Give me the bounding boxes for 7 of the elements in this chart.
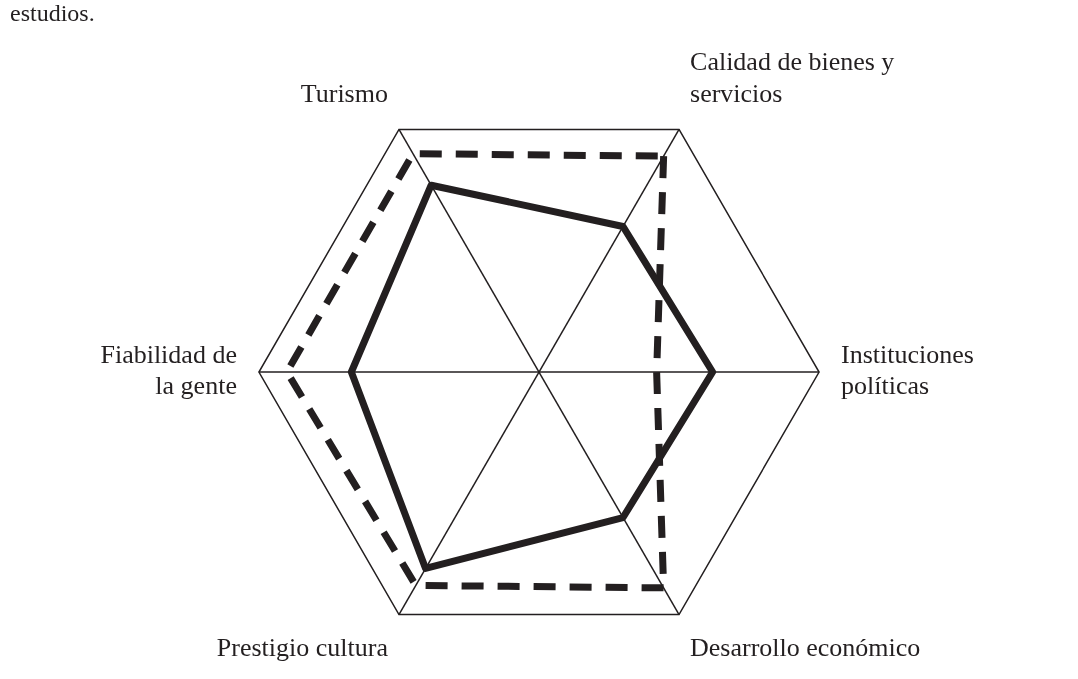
- spoke-label: Calidad de bienes y servicios: [690, 47, 895, 108]
- spoke-label: Desarrollo económico: [690, 633, 921, 663]
- spoke-label: Turismo: [300, 78, 388, 108]
- spoke-label: Fiabilidad de la gente: [100, 340, 237, 401]
- spoke-label: Prestigio cultura: [216, 633, 389, 663]
- text: estudios.: [10, 0, 95, 26]
- spoke-label: Instituciones políticas: [841, 340, 974, 401]
